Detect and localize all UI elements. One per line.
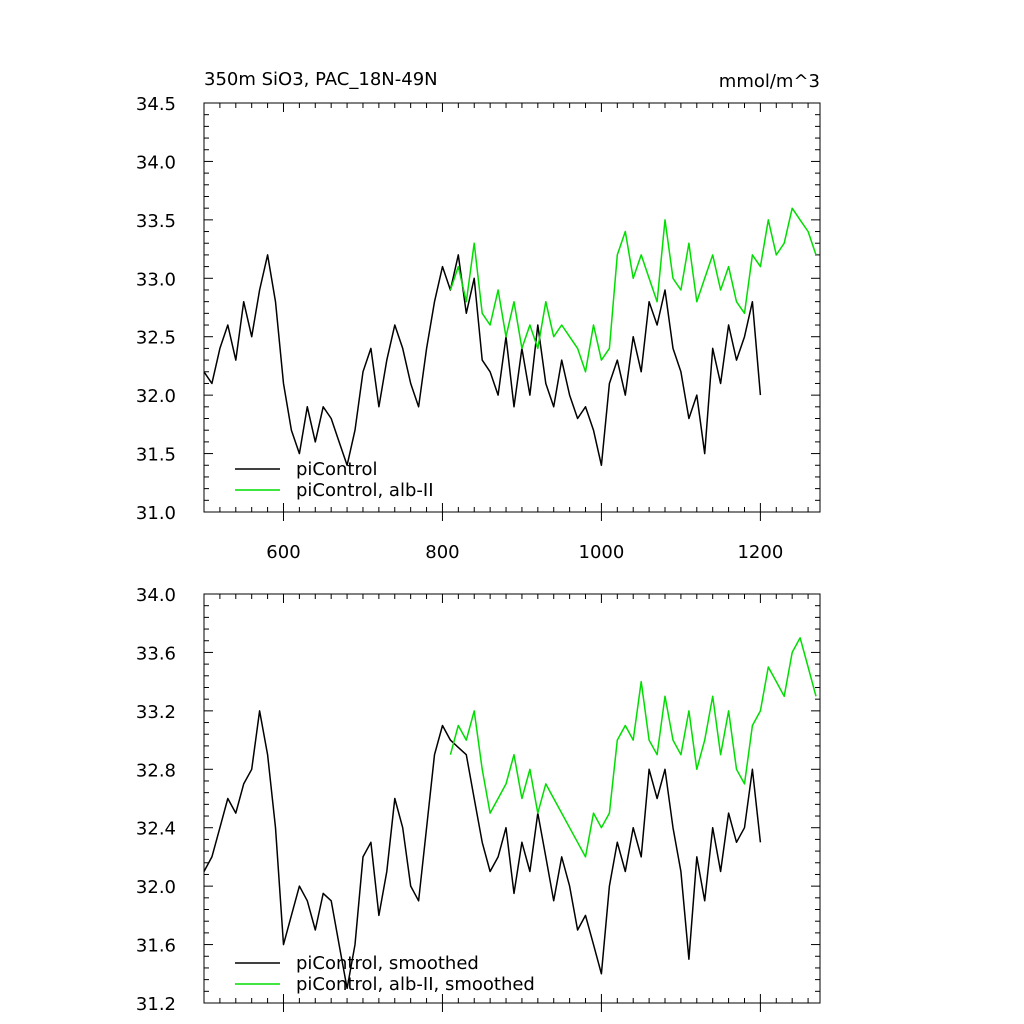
chart-title: 350m SiO3, PAC_18N-49N xyxy=(204,69,438,90)
x-tick-label: 1200 xyxy=(737,542,783,563)
series-line-1 xyxy=(203,254,762,467)
y-tick-label: 33.0 xyxy=(136,269,176,290)
y-tick-label: 32.5 xyxy=(136,328,176,349)
y-tick-label: 31.6 xyxy=(136,936,176,957)
bottom-panel: 31.2 31.6 32.0 32.4 32.8 33.2 33.6 34.0 piContro… xyxy=(136,585,821,1015)
y-tick-label: 31.2 xyxy=(136,994,176,1015)
series-line-2 xyxy=(449,207,817,373)
y-tick-label: 31.0 xyxy=(136,503,176,524)
y-tick-label: 32.0 xyxy=(136,877,176,898)
series-line-1 xyxy=(203,710,762,990)
x-tick-label: 800 xyxy=(425,542,459,563)
y-tick-label: 34.0 xyxy=(136,585,176,606)
y-tick-label: 31.5 xyxy=(136,445,176,466)
y-tick-label: 34.5 xyxy=(136,94,176,115)
x-tick-label: 600 xyxy=(266,542,300,563)
y-tick-label: 32.8 xyxy=(136,760,176,781)
units-label: mmol/m^3 xyxy=(719,71,820,92)
plot-frame xyxy=(203,102,821,513)
series-line-2 xyxy=(449,637,817,858)
top-panel: 31.0 31.5 32.0 32.5 33.0 33.5 34.0 34.5 600 800 10… xyxy=(136,94,821,563)
y-tick-label: 33.5 xyxy=(136,211,176,232)
y-tick-label: 33.6 xyxy=(136,643,176,664)
y-tick-label: 33.2 xyxy=(136,702,176,723)
y-tick-label: 34.0 xyxy=(136,152,176,173)
y-tick-label: 32.4 xyxy=(136,819,176,840)
legend-label: piControl, alb-II, smoothed xyxy=(296,974,535,995)
plot-frame xyxy=(203,593,821,1004)
y-tick-label: 32.0 xyxy=(136,386,176,407)
legend-label: piControl, alb-II xyxy=(296,480,434,501)
legend-label: piControl, smoothed xyxy=(296,953,479,974)
x-tick-label: 1000 xyxy=(579,542,625,563)
legend-label: piControl xyxy=(296,459,378,480)
